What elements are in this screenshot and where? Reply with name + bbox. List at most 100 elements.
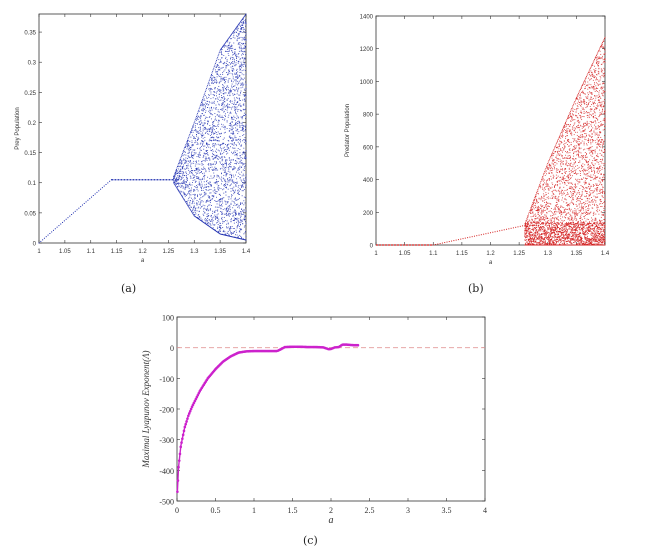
bifurcation-point: [184, 151, 186, 153]
bifurcation-point: [219, 61, 221, 63]
bifurcation-point: [213, 80, 215, 81]
bifurcation-point: [223, 93, 225, 95]
bifurcation-point: [565, 208, 567, 210]
bifurcation-point: [190, 191, 192, 193]
bifurcation-point: [542, 200, 544, 202]
bifurcation-point: [244, 39, 246, 41]
bifurcation-point: [577, 108, 579, 109]
bifurcation-point: [239, 188, 241, 190]
bifurcation-point: [203, 178, 205, 180]
bifurcation-point: [207, 225, 209, 227]
bifurcation-point: [552, 191, 554, 193]
bifurcation-point: [557, 180, 559, 182]
bifurcation-point: [237, 237, 239, 239]
bifurcation-point: [566, 157, 568, 159]
bifurcation-point: [206, 186, 208, 187]
bifurcation-point: [214, 132, 216, 134]
bifurcation-point: [235, 212, 236, 214]
bifurcation-point: [207, 149, 209, 151]
bifurcation-point: [554, 146, 556, 148]
bifurcation-point: [211, 72, 213, 74]
bifurcation-point: [526, 244, 528, 246]
bifurcation-point: [237, 88, 239, 90]
bifurcation-point: [211, 106, 212, 108]
bifurcation-point: [581, 192, 583, 194]
bifurcation-point: [552, 151, 554, 153]
y-tick-label-b: 200: [363, 211, 374, 217]
bifurcation-point: [570, 244, 571, 246]
bifurcation-point: [228, 215, 230, 217]
bifurcation-point: [581, 178, 583, 180]
bifurcation-point: [542, 193, 544, 195]
bifurcation-point: [204, 127, 206, 129]
bifurcation-point: [240, 238, 241, 240]
bifurcation-point: [547, 161, 549, 163]
bifurcation-point: [242, 190, 244, 192]
bifurcation-point: [211, 78, 212, 80]
bifurcation-point: [197, 196, 199, 198]
bifurcation-point: [208, 182, 210, 184]
bifurcation-point: [581, 165, 583, 167]
bifurcation-point: [579, 117, 581, 119]
bifurcation-point: [572, 158, 574, 160]
bifurcation-point: [237, 76, 239, 78]
bifurcation-point: [227, 223, 229, 225]
bifurcation-point: [175, 169, 177, 171]
bifurcation-point: [213, 125, 215, 126]
bifurcation-point: [204, 102, 206, 104]
bifurcation-point: [197, 123, 199, 125]
bifurcation-point: [553, 230, 555, 232]
bifurcation-point: [214, 157, 216, 159]
bifurcation-point: [583, 122, 585, 124]
bifurcation-point: [569, 186, 571, 188]
bifurcation-point: [586, 103, 588, 105]
bifurcation-point: [549, 167, 551, 169]
bifurcation-point: [543, 244, 545, 246]
bifurcation-point: [573, 141, 575, 143]
bifurcation-point: [235, 199, 236, 201]
bifurcation-point: [548, 202, 550, 204]
bifurcation-point: [198, 177, 200, 179]
bifurcation-point: [546, 183, 548, 185]
bifurcation-point: [566, 151, 568, 152]
bifurcation-point: [223, 78, 225, 80]
bifurcation-point: [188, 147, 190, 149]
bifurcation-point: [543, 217, 545, 219]
bifurcation-point: [216, 176, 218, 178]
bifurcation-point: [180, 157, 182, 159]
bifurcation-point: [560, 190, 562, 192]
bifurcation-point: [184, 159, 186, 161]
bifurcation-point: [221, 233, 222, 235]
bifurcation-point: [539, 238, 541, 240]
bifurcation-point: [194, 211, 196, 213]
bifurcation-point: [244, 154, 246, 156]
bifurcation-point: [544, 209, 546, 211]
bifurcation-point: [234, 100, 236, 102]
bifurcation-point: [221, 213, 222, 215]
bifurcation-point: [547, 192, 549, 194]
bifurcation-point: [203, 94, 205, 96]
bifurcation-point: [185, 175, 187, 176]
bifurcation-point: [224, 125, 226, 127]
bifurcation-point: [222, 234, 224, 236]
bifurcation-point: [193, 149, 195, 151]
bifurcation-point: [198, 201, 200, 203]
bifurcation-point: [240, 215, 242, 217]
bifurcation-point: [200, 185, 202, 187]
bifurcation-point: [533, 215, 534, 217]
bifurcation-point: [565, 244, 567, 246]
bifurcation-point: [206, 149, 207, 151]
bifurcation-point: [561, 199, 563, 201]
bifurcation-point: [228, 48, 230, 50]
bifurcation-point: [245, 64, 246, 66]
bifurcation-point: [558, 195, 560, 197]
bifurcation-point: [236, 204, 238, 205]
bifurcation-point: [196, 132, 198, 133]
bifurcation-point: [231, 176, 233, 178]
bifurcation-point: [229, 123, 231, 124]
bifurcation-point: [542, 217, 544, 219]
bifurcation-point: [217, 65, 219, 67]
bifurcation-point: [586, 148, 588, 150]
bifurcation-point: [204, 95, 206, 97]
bifurcation-point: [568, 177, 570, 179]
